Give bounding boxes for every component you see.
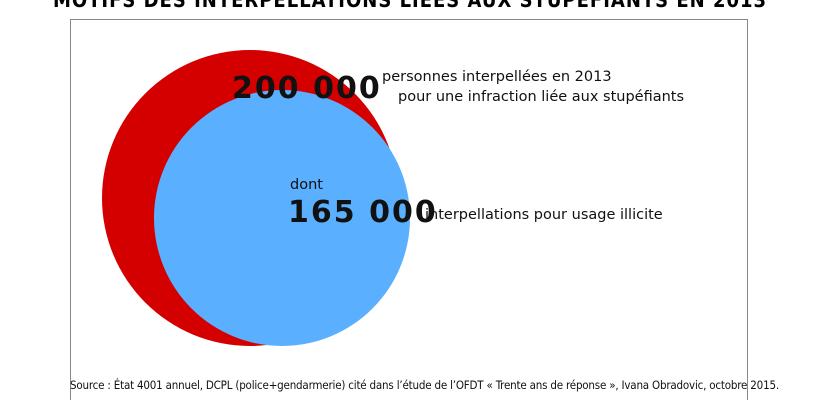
inner-prefix-label: dont (290, 177, 323, 193)
outer-description-line2: pour une infraction liée aux stupéfiants (398, 89, 684, 105)
source-note: Source : État 4001 annuel, DCPL (police+… (70, 378, 779, 392)
chart-frame (70, 19, 748, 400)
outer-value-label: 200 000 (232, 71, 382, 106)
chart-title: MOTIFS DES INTERPELLATIONS LIÉES AUX STU… (52, 0, 768, 12)
inner-value-label: 165 000 (288, 195, 438, 230)
inner-description: interpellations pour usage illicite (425, 207, 663, 223)
outer-description-line1: personnes interpellées en 2013 (382, 69, 612, 85)
inner-circle (154, 90, 410, 346)
